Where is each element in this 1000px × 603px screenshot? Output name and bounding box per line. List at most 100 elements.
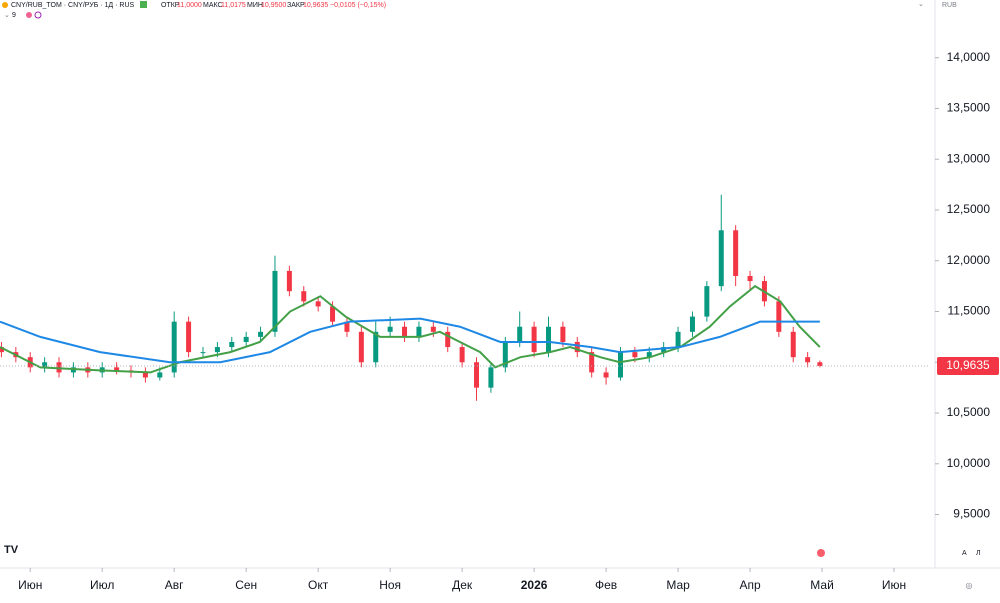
y-tick-label: 13,5000 xyxy=(947,101,991,115)
low-value: 10,9500 xyxy=(261,2,286,9)
candle-body xyxy=(430,326,436,332)
settings-icon[interactable]: ◎ xyxy=(966,581,973,590)
last-price-box xyxy=(937,356,999,375)
candle-body xyxy=(315,301,321,307)
symbol[interactable]: CNY/RUB_TOM · CNY/РУБ · 1Д · RUS xyxy=(11,2,135,9)
candle-body xyxy=(186,321,192,353)
y-tick-label: 12,0000 xyxy=(947,253,991,267)
x-tick-label: Авг xyxy=(165,578,184,592)
candle-body xyxy=(704,286,710,317)
high-value: 11,0175 xyxy=(221,2,246,9)
candle-body xyxy=(0,347,4,353)
candle-body xyxy=(114,367,120,371)
candle-body xyxy=(42,362,48,368)
moving-average xyxy=(0,317,820,364)
y-tick-label: 12,5000 xyxy=(947,202,991,216)
candle-body xyxy=(574,341,580,353)
y-tick-label: 11,5000 xyxy=(948,304,991,318)
candle-body xyxy=(387,326,393,332)
candle-body xyxy=(646,352,652,358)
candle-body xyxy=(617,352,623,378)
event-marker[interactable] xyxy=(817,549,825,557)
candle-body xyxy=(229,341,235,348)
x-tick-label: Июн xyxy=(18,578,42,592)
candle-body xyxy=(675,331,681,348)
candle-body xyxy=(603,372,609,378)
candle-body xyxy=(747,275,753,282)
x-tick-label: Ноя xyxy=(379,578,401,592)
x-tick-label: Фев xyxy=(595,578,617,592)
candle-body xyxy=(517,326,523,342)
candle-body xyxy=(589,352,595,373)
x-tick-label: Дек xyxy=(452,578,473,592)
candle-body xyxy=(805,357,811,363)
y-tick-label: 13,0000 xyxy=(947,151,991,165)
candle-body xyxy=(817,362,823,366)
close-value: 10,9635 xyxy=(303,2,328,9)
x-tick-label: 2026 xyxy=(521,578,548,592)
log-scale[interactable]: Л xyxy=(976,550,981,557)
high-label: МАКС xyxy=(203,2,223,9)
candle-body xyxy=(459,347,465,363)
menu-icon[interactable]: ⌄ xyxy=(918,1,924,8)
open-value: 11,0000 xyxy=(177,2,202,9)
indicator-dot xyxy=(34,11,42,19)
currency[interactable]: RUB xyxy=(942,2,957,9)
candle-body xyxy=(661,347,667,353)
candle-body xyxy=(632,352,638,358)
x-tick-label: Июн xyxy=(882,578,906,592)
candle-body xyxy=(344,321,350,332)
candle-body xyxy=(474,362,480,388)
candle-body xyxy=(733,230,739,276)
candle-body xyxy=(301,291,307,302)
x-tick-label: Мар xyxy=(666,578,690,592)
candle-body xyxy=(718,230,724,287)
status-icon xyxy=(140,1,147,8)
candle-body xyxy=(488,367,494,388)
candle-body xyxy=(272,270,278,332)
indicator-count[interactable]: 9 xyxy=(12,12,16,19)
indicator-toggle[interactable]: ⌄ xyxy=(4,12,10,19)
candle-body xyxy=(286,270,292,292)
auto-scale[interactable]: А xyxy=(962,550,967,557)
candle-body xyxy=(200,352,206,354)
candle-body xyxy=(358,331,364,363)
y-tick-label: 10,5000 xyxy=(947,405,991,419)
candle-body xyxy=(776,301,782,332)
change-value: −0,0105 (−0,15%) xyxy=(330,2,386,9)
candle-body xyxy=(157,372,163,378)
candle-body xyxy=(689,316,695,332)
y-tick-label: 14,0000 xyxy=(947,50,991,64)
candle-body xyxy=(142,372,148,378)
candle-body xyxy=(531,326,537,353)
candle-body xyxy=(445,331,451,348)
candle-body xyxy=(330,306,336,322)
candle-body xyxy=(545,326,551,353)
symbol-icon xyxy=(2,2,8,8)
candle-body xyxy=(502,341,508,368)
x-tick-label: Апр xyxy=(739,578,761,592)
close-label: ЗАКР xyxy=(287,2,305,9)
moving-average xyxy=(0,284,821,374)
candle-body xyxy=(171,321,177,373)
x-tick-label: Май xyxy=(810,578,834,592)
x-tick-label: Окт xyxy=(308,578,329,592)
logo: TV xyxy=(4,544,19,556)
last-price-label: 10,9635 xyxy=(946,358,990,372)
candle-body xyxy=(243,336,249,342)
candle-body xyxy=(402,326,408,337)
candle-body xyxy=(258,331,264,337)
candle-body xyxy=(373,331,379,363)
candle-body xyxy=(416,326,422,337)
y-tick-label: 9,5000 xyxy=(953,507,990,521)
x-tick-label: Июл xyxy=(90,578,114,592)
candle-body xyxy=(560,326,566,342)
candle-body xyxy=(214,347,220,353)
open-label: ОТКР xyxy=(161,2,180,9)
candle-body xyxy=(790,331,796,358)
y-tick-label: 10,0000 xyxy=(947,456,991,470)
indicator-dot xyxy=(26,12,32,18)
low-label: МИН xyxy=(247,2,263,9)
